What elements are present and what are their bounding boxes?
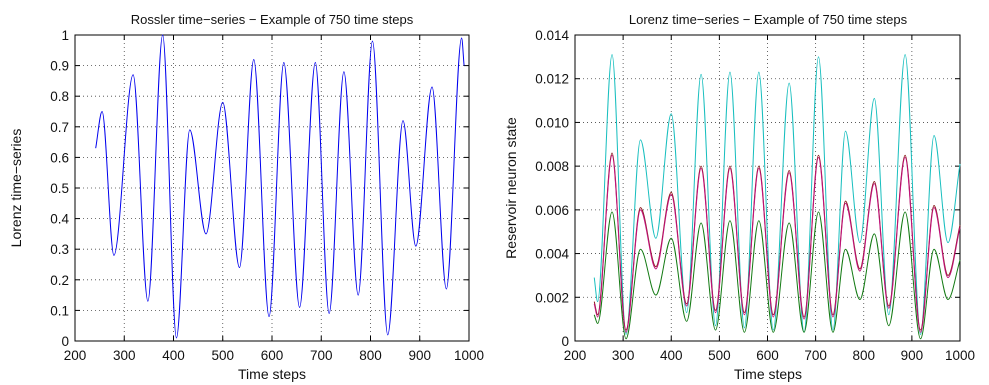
x-axis-label: Time steps xyxy=(238,366,306,382)
x-tick-label: 1000 xyxy=(945,348,975,363)
y-tick-label: 0.4 xyxy=(50,212,69,227)
x-tick-label: 400 xyxy=(162,348,185,363)
y-tick-label: 0 xyxy=(561,334,569,349)
x-tick-label: 900 xyxy=(901,348,924,363)
y-axis-label: Reservoir neuron state xyxy=(503,117,519,259)
series-line-1 xyxy=(95,34,465,339)
chart-title: Rossler time−series − Example of 750 tim… xyxy=(131,12,414,27)
y-tick-label: 0.2 xyxy=(50,273,69,288)
y-tick-label: 0.3 xyxy=(50,242,69,257)
x-axis-label: Time steps xyxy=(734,366,802,382)
x-tick-label: 700 xyxy=(310,348,333,363)
y-tick-label: 0.002 xyxy=(535,290,569,305)
x-tick-label: 800 xyxy=(359,348,382,363)
y-tick-label: 0.004 xyxy=(535,247,569,262)
series-line-2 xyxy=(593,152,961,331)
y-tick-label: 0.5 xyxy=(50,181,69,196)
y-tick-label: 0.8 xyxy=(50,89,69,104)
x-tick-label: 200 xyxy=(564,348,587,363)
y-tick-label: 0.008 xyxy=(535,159,569,174)
y-tick-label: 0.010 xyxy=(535,115,569,130)
y-tick-label: 0.014 xyxy=(535,28,569,43)
axis-ticks: 200 300 400 500 600 700 800 900 1000 0 0.1 0.2 0.3 0.… xyxy=(50,28,484,363)
x-tick-label: 500 xyxy=(211,348,234,363)
x-tick-label: 600 xyxy=(756,348,779,363)
y-tick-label: 0 xyxy=(61,334,69,349)
chart-title: Lorenz time−series − Example of 750 time… xyxy=(629,12,908,27)
y-tick-label: 0.012 xyxy=(535,72,569,87)
y-tick-label: 1 xyxy=(61,28,69,43)
x-tick-label: 600 xyxy=(261,348,284,363)
right-line-chart: 200 300 400 500 600 700 800 900 1000 0 0.002 0.004 0… xyxy=(503,12,975,382)
x-tick-label: 300 xyxy=(113,348,136,363)
y-tick-label: 0.6 xyxy=(50,150,69,165)
y-axis-label: Lorenz time−series xyxy=(8,129,24,248)
x-tick-label: 800 xyxy=(852,348,875,363)
axis-ticks: 200 300 400 500 600 700 800 900 1000 0 0.002 0.004 0… xyxy=(535,28,975,363)
series-line-4 xyxy=(593,211,961,340)
series-line-3 xyxy=(593,154,961,333)
gridlines xyxy=(75,35,469,341)
x-tick-label: 300 xyxy=(612,348,635,363)
x-tick-label: 1000 xyxy=(454,348,484,363)
y-tick-label: 0.7 xyxy=(50,120,69,135)
x-tick-label: 200 xyxy=(64,348,87,363)
x-tick-label: 500 xyxy=(708,348,731,363)
series-group xyxy=(593,54,961,340)
left-line-chart: 200 300 400 500 600 700 800 900 1000 0 0.1 0.2 0.3 0.… xyxy=(8,12,484,382)
y-tick-label: 0.1 xyxy=(50,303,69,318)
x-tick-label: 400 xyxy=(660,348,683,363)
x-tick-label: 900 xyxy=(408,348,431,363)
y-tick-label: 0.006 xyxy=(535,203,569,218)
x-tick-label: 700 xyxy=(804,348,827,363)
series-line-1 xyxy=(593,54,961,335)
series-group xyxy=(95,34,465,339)
y-tick-label: 0.9 xyxy=(50,59,69,74)
